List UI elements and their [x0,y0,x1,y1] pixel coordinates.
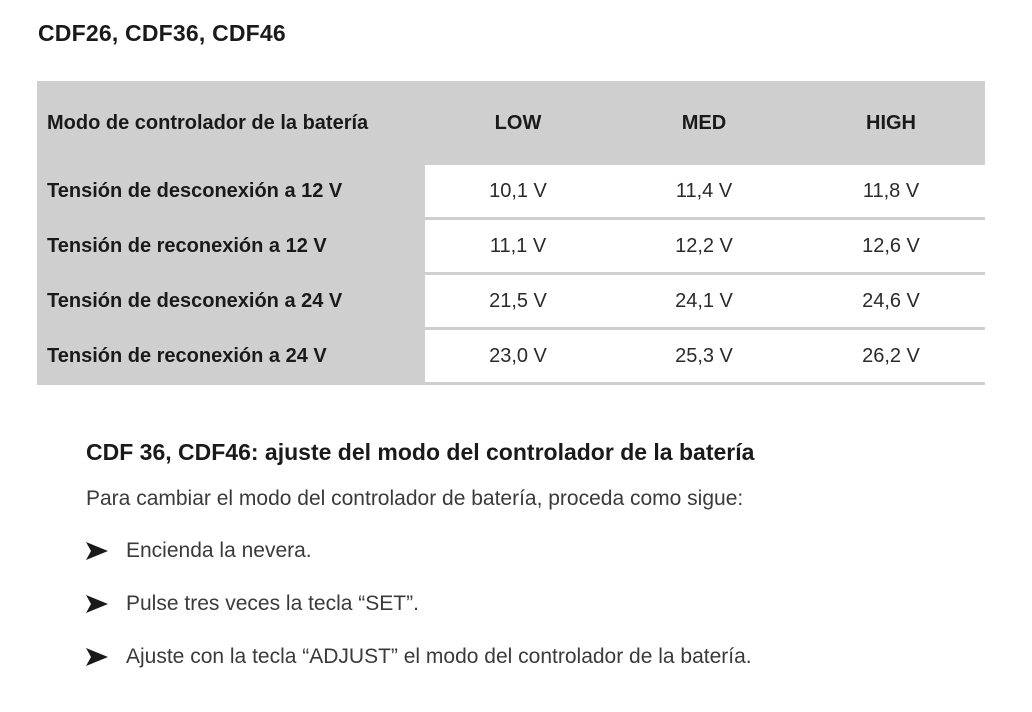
row-label: Tensión de reconexión a 12 V [37,218,425,275]
column-header-low: LOW [425,81,611,165]
arrow-right-icon [86,542,108,560]
column-header-mode: Modo de controlador de la batería [37,81,425,165]
table-row: Tensión de desconexión a 24 V 21,5 V 24,… [37,273,985,330]
list-item: Encienda la nevera. [86,537,986,565]
cell-med: 25,3 V [611,328,797,385]
cell-high: 11,8 V [797,165,985,220]
table-row: Tensión de desconexión a 12 V 10,1 V 11,… [37,165,985,220]
table-header-row: Modo de controlador de la batería LOW ME… [37,81,985,165]
row-label: Tensión de desconexión a 12 V [37,165,425,220]
arrow-right-icon [86,648,108,666]
section-heading: CDF 36, CDF46: ajuste del modo del contr… [86,439,755,465]
page-title: CDF26, CDF36, CDF46 [38,20,286,46]
table-row: Tensión de reconexión a 12 V 11,1 V 12,2… [37,218,985,275]
cell-low: 23,0 V [425,328,611,385]
cell-low: 11,1 V [425,218,611,275]
cell-low: 10,1 V [425,165,611,220]
cell-med: 24,1 V [611,273,797,330]
arrow-right-icon [86,595,108,613]
battery-controller-table: Modo de controlador de la batería LOW ME… [37,81,985,385]
step-text: Pulse tres veces la tecla “SET”. [126,592,419,615]
adjust-mode-section: CDF 36, CDF46: ajuste del modo del contr… [86,436,986,696]
cell-med: 12,2 V [611,218,797,275]
list-item: Pulse tres veces la tecla “SET”. [86,590,986,618]
step-text: Encienda la nevera. [126,539,312,562]
cell-med: 11,4 V [611,165,797,220]
column-header-high: HIGH [797,81,985,165]
cell-high: 12,6 V [797,218,985,275]
cell-low: 21,5 V [425,273,611,330]
cell-high: 26,2 V [797,328,985,385]
cell-high: 24,6 V [797,273,985,330]
row-label: Tensión de reconexión a 24 V [37,328,425,385]
column-header-med: MED [611,81,797,165]
section-intro: Para cambiar el modo del controlador de … [86,487,744,510]
list-item: Ajuste con la tecla “ADJUST” el modo del… [86,643,986,671]
table-row: Tensión de reconexión a 24 V 23,0 V 25,3… [37,328,985,385]
steps-list: Encienda la nevera. Pulse tres veces la … [86,537,986,671]
step-text: Ajuste con la tecla “ADJUST” el modo del… [126,645,752,668]
row-label: Tensión de desconexión a 24 V [37,273,425,330]
